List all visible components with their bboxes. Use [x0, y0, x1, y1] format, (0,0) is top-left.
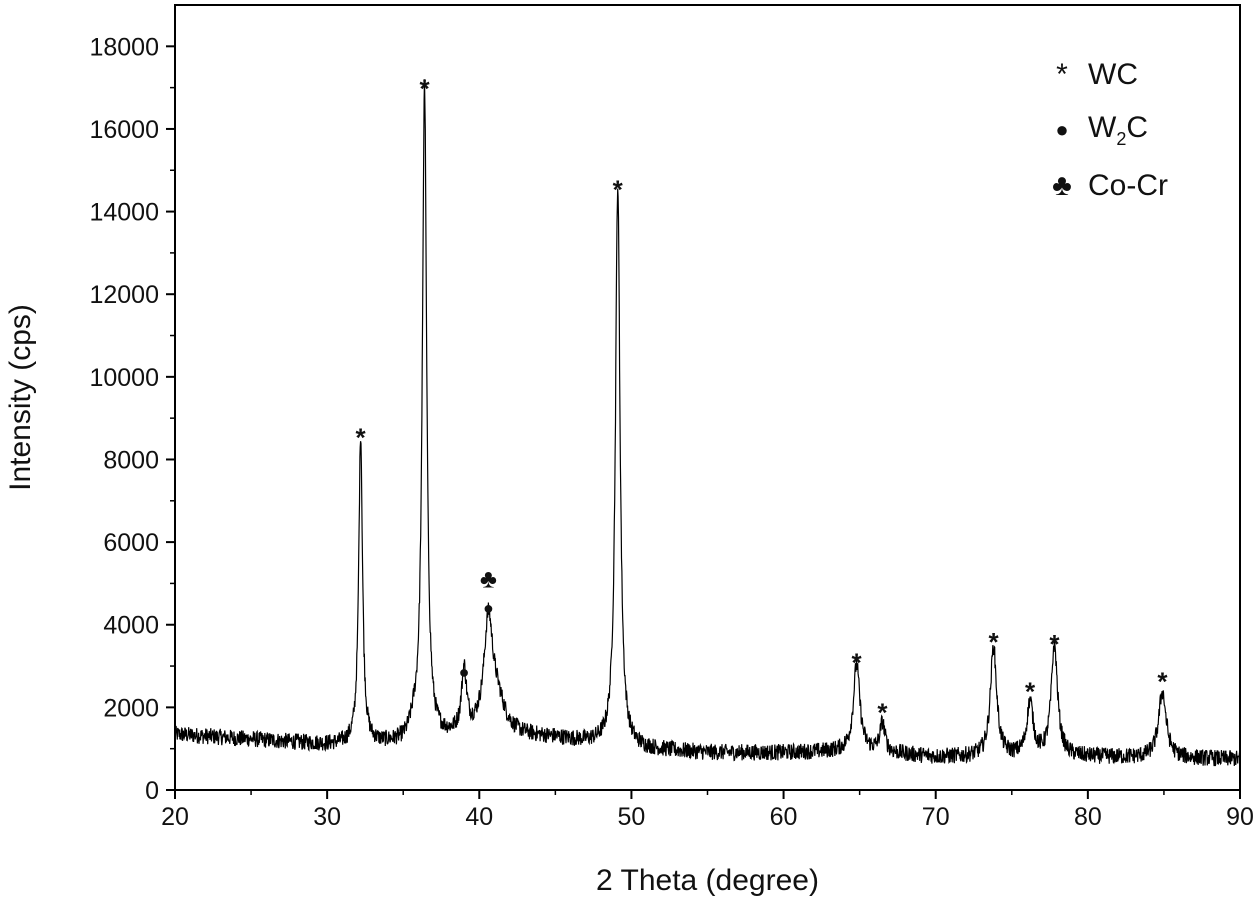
y-tick-label: 4000	[103, 612, 159, 640]
wc-peak-marker: *	[419, 73, 430, 103]
wc-peak-marker: *	[1157, 666, 1168, 696]
legend-label-wc: WC	[1088, 58, 1138, 91]
legend-label-w2c: W2C	[1088, 111, 1148, 149]
y-tick-label: 0	[145, 777, 159, 805]
legend-label-w2c-sub: 2	[1116, 129, 1126, 149]
y-tick-label: 14000	[89, 199, 159, 227]
x-tick-label: 70	[922, 803, 950, 831]
w2c-peak-marker: ●	[459, 662, 470, 682]
wc-peak-marker: *	[988, 627, 999, 657]
y-tick-label: 2000	[103, 694, 159, 722]
x-axis-title: 2 Theta (degree)	[596, 864, 819, 897]
legend-label-w2c-main: W	[1088, 111, 1117, 144]
x-axis: 20 30 40 50 60 70 80 90	[161, 790, 1254, 831]
wc-peak-marker: *	[877, 697, 888, 727]
x-tick-label: 80	[1074, 803, 1102, 831]
legend-label-co-cr: Co-Cr	[1088, 169, 1168, 202]
x-tick-label: 20	[161, 803, 189, 831]
y-tick-label: 10000	[89, 364, 159, 392]
y-tick-label: 6000	[103, 529, 159, 557]
y-axis: 0 2000 4000 6000 8000 10000 12000 14000 16000 180…	[89, 33, 175, 805]
y-tick-label: 18000	[89, 33, 159, 61]
wc-peak-marker: *	[852, 648, 863, 678]
x-tick-label: 40	[465, 803, 493, 831]
plot-frame	[174, 4, 1241, 791]
x-tick-label: 90	[1226, 803, 1254, 831]
w2c-peak-marker: ●	[483, 598, 494, 618]
legend-marker-co-cr: ♣	[1052, 169, 1072, 202]
peak-marker-layer: * * * * * * * * * ● ● ♣	[356, 73, 1169, 727]
wc-peak-marker: *	[1025, 677, 1036, 707]
wc-peak-marker: *	[356, 423, 367, 453]
wc-peak-marker: *	[613, 175, 624, 205]
legend-label-w2c-tail: C	[1126, 111, 1148, 144]
y-tick-label: 8000	[103, 446, 159, 474]
y-tick-label: 12000	[89, 281, 159, 309]
xrd-pattern-line	[174, 79, 1241, 767]
series-layer	[174, 79, 1241, 767]
y-axis-title: Intensity (cps)	[4, 304, 37, 491]
legend: * WC ● W2C ♣ Co-Cr	[1052, 58, 1168, 202]
x-tick-label: 60	[770, 803, 798, 831]
x-tick-label: 50	[618, 803, 646, 831]
co-cr-peak-marker: ♣	[480, 563, 497, 593]
x-tick-label: 30	[313, 803, 341, 831]
legend-marker-w2c: ●	[1055, 117, 1068, 142]
legend-marker-wc: *	[1056, 58, 1068, 91]
y-tick-label: 16000	[89, 116, 159, 144]
wc-peak-marker: *	[1049, 629, 1060, 659]
